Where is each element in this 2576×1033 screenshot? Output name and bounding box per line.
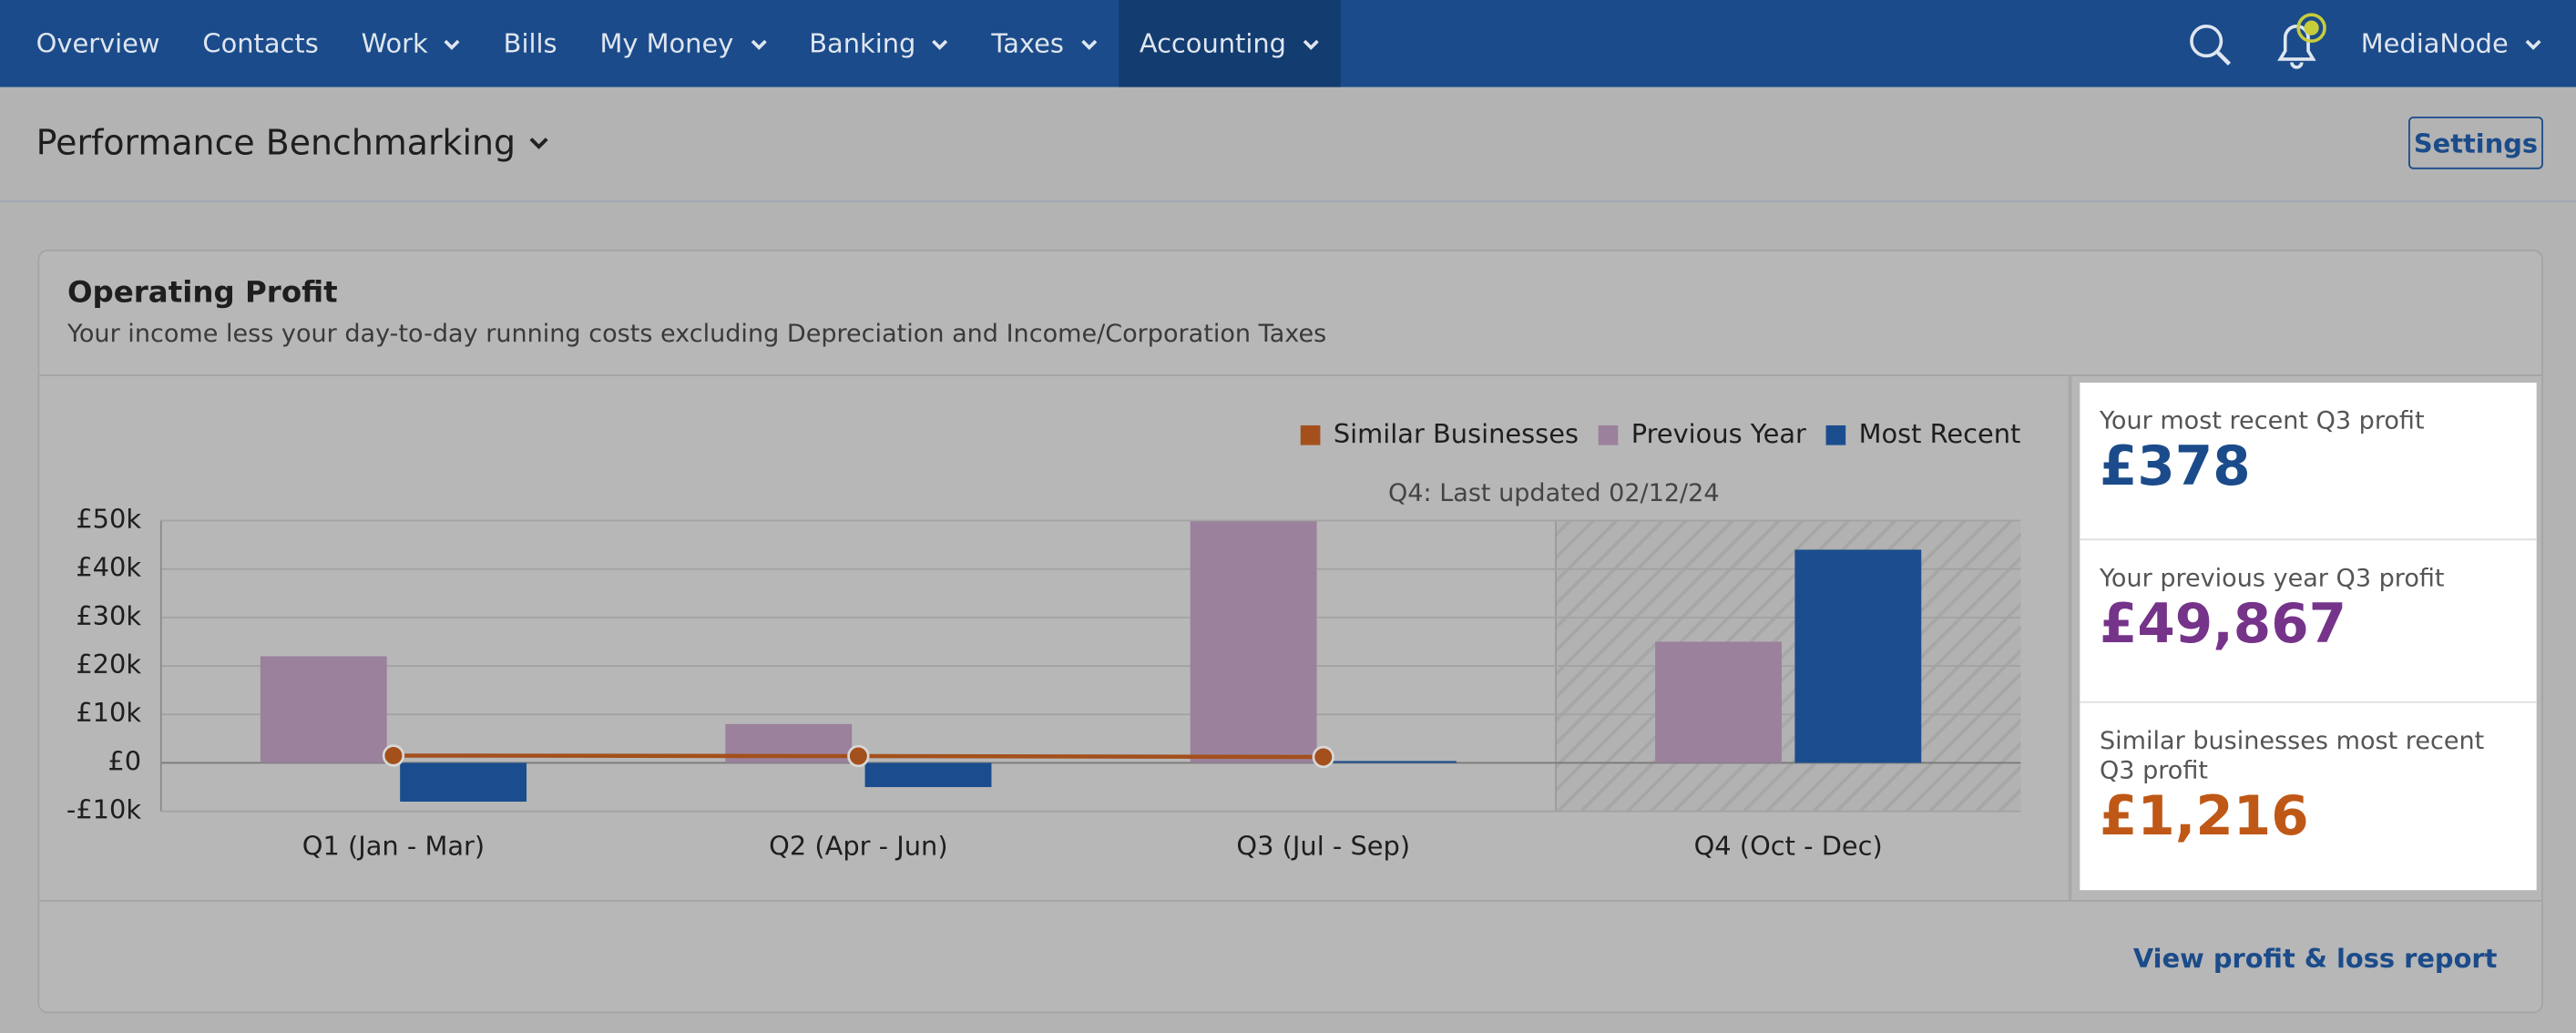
chevron xyxy=(445,38,461,49)
line-marker xyxy=(847,744,870,768)
page-header: Performance Benchmarking Settings xyxy=(0,87,2576,202)
search-icon[interactable] xyxy=(2185,20,2234,69)
legend-swatch xyxy=(1300,424,1321,445)
bar xyxy=(864,762,992,788)
page-title[interactable]: Performance Benchmarking xyxy=(36,123,548,162)
summary-value: £378 xyxy=(2099,433,2251,498)
nav-label: Accounting xyxy=(1139,27,1286,59)
nav-item[interactable]: Overview xyxy=(15,0,181,87)
summary-label: Your previous year Q3 profit xyxy=(2099,563,2445,593)
divider xyxy=(39,374,2542,376)
nav-label: Work xyxy=(361,27,428,59)
nav-item[interactable]: Bills xyxy=(482,0,578,87)
summary-item: Your previous year Q3 profit £49,867 xyxy=(2080,538,2537,701)
nav-item[interactable]: Banking xyxy=(788,0,970,87)
summary-panel: Your most recent Q3 profit £378 Your previ… xyxy=(2080,383,2537,891)
summary-value: £49,867 xyxy=(2099,591,2347,656)
y-tick-label: -£10k xyxy=(66,794,141,825)
card-subtitle: Your income less your day-to-day running… xyxy=(66,318,1327,349)
nav-label: Overview xyxy=(36,27,160,59)
nav-label: Bills xyxy=(503,27,557,59)
nav-item[interactable]: Work xyxy=(340,0,482,87)
nav-label: Banking xyxy=(809,27,916,59)
y-tick-label: £10k xyxy=(76,697,141,728)
y-tick-label: £40k xyxy=(76,552,141,583)
nav-item[interactable]: Accounting xyxy=(1118,0,1341,87)
summary-value: £1,216 xyxy=(2099,782,2309,848)
settings-button[interactable]: Settings xyxy=(2408,117,2543,169)
line-marker xyxy=(1312,745,1334,769)
summary-item: Similar businesses most recent Q3 profit… xyxy=(2080,701,2537,890)
page-title-text: Performance Benchmarking xyxy=(36,123,516,163)
summary-label: Similar businesses most recent Q3 profit xyxy=(2099,725,2485,785)
legend-label: Previous Year xyxy=(1631,418,1806,449)
line-marker xyxy=(382,744,405,767)
y-tick-label: £0 xyxy=(107,745,141,776)
chevron xyxy=(750,38,766,49)
nav-label: Contacts xyxy=(202,27,319,59)
x-tick-label: Q1 (Jan - Mar) xyxy=(302,830,485,861)
y-tick-label: £50k xyxy=(76,504,141,535)
divider xyxy=(2068,375,2072,900)
annotation: Q4: Last updated 02/12/24 xyxy=(1388,479,1720,507)
nav-label: Taxes xyxy=(991,27,1064,59)
nav-item[interactable]: Taxes xyxy=(970,0,1118,87)
top-nav: Overview Contacts Work Bills My Money Banking… xyxy=(0,0,2576,87)
x-tick-label: Q4 (Oct - Dec) xyxy=(1694,830,1883,861)
chevron xyxy=(1080,38,1097,49)
chevron xyxy=(1303,38,1319,49)
divider xyxy=(39,899,2542,902)
x-tick-label: Q3 (Jul - Sep) xyxy=(1236,830,1410,861)
account-menu[interactable]: MediaNode xyxy=(2339,0,2562,87)
chevron xyxy=(932,38,948,49)
legend-swatch xyxy=(1825,424,1846,445)
summary-item: Your most recent Q3 profit £378 xyxy=(2080,383,2536,538)
bar xyxy=(1655,641,1782,763)
legend-label: Most Recent xyxy=(1859,418,2021,449)
summary-label: Your most recent Q3 profit xyxy=(2099,405,2425,435)
bar xyxy=(1190,521,1317,763)
account-name: MediaNode xyxy=(2360,27,2509,59)
nav-label: My Money xyxy=(599,27,734,59)
chart: -£10k £0 £10k £20k £30k £40k £50k Q1 (Jan - Mar… xyxy=(66,418,2021,861)
legend-swatch xyxy=(1598,424,1619,445)
card-title: Operating Profit xyxy=(66,275,338,311)
x-tick-label: Q2 (Apr - Jun) xyxy=(769,830,947,861)
bar xyxy=(1329,761,1457,763)
legend-label: Similar Businesses xyxy=(1334,418,1579,449)
notification-icon[interactable] xyxy=(2271,10,2336,69)
nav-item[interactable]: Contacts xyxy=(181,0,340,87)
chevron xyxy=(2525,38,2541,49)
bar xyxy=(260,656,387,763)
bar xyxy=(400,762,527,802)
chevron xyxy=(529,138,548,149)
report-link[interactable]: View profit & loss report xyxy=(2132,942,2498,975)
bar xyxy=(1794,549,1922,763)
y-tick-label: £30k xyxy=(76,600,141,631)
nav-item[interactable]: My Money xyxy=(578,0,788,87)
y-tick-label: £20k xyxy=(76,649,141,680)
